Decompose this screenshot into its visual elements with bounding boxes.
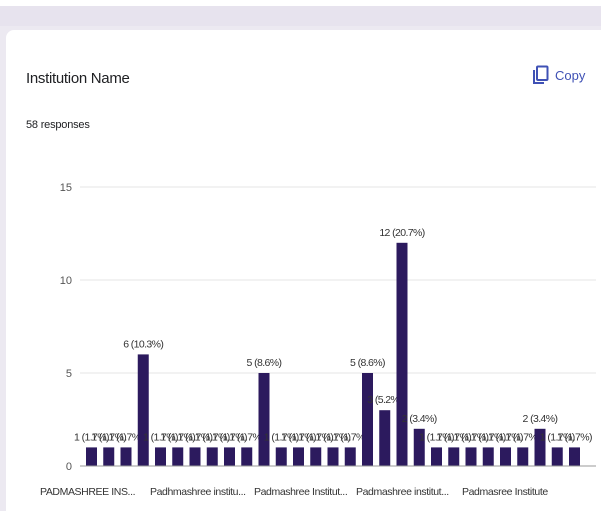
data-label: 1 (1.7%) — [264, 431, 299, 443]
x-category-label: Padmashree Institut... — [254, 486, 347, 498]
copy-label: Copy — [555, 67, 586, 83]
bar[interactable] — [120, 447, 132, 466]
data-label: 1 (1.7%) — [505, 431, 540, 443]
bar[interactable] — [362, 373, 373, 466]
data-label: 6 (10.3%) — [123, 338, 163, 350]
bar[interactable] — [551, 447, 563, 466]
data-label: 12 (20.7%) — [379, 227, 424, 239]
data-label: 1 (1.7%) — [454, 431, 489, 443]
data-label: 1 (1.7%) — [471, 431, 506, 443]
bar[interactable] — [534, 428, 546, 466]
data-label: 1 (1.7%) — [540, 431, 575, 443]
bar[interactable] — [569, 447, 580, 466]
data-label: 1 (1.7%) — [557, 431, 592, 443]
bar[interactable] — [379, 410, 391, 466]
bar[interactable] — [241, 447, 253, 466]
data-label: 1 (1.7%) — [109, 431, 144, 443]
data-label: 1 (1.7%) — [436, 431, 471, 443]
copy-button[interactable]: Copy — [532, 62, 585, 88]
bar[interactable] — [396, 242, 408, 466]
data-label: 1 (1.7%) — [178, 431, 213, 443]
data-label: 1 (1.7%) — [212, 431, 247, 443]
data-label: 3 (5.2%) — [367, 394, 402, 406]
data-label: 1 (1.7%) — [281, 431, 316, 443]
bar[interactable] — [172, 447, 184, 466]
x-category-label: PADMASHREE INS... — [40, 486, 135, 498]
data-label: 5 (8.6%) — [247, 357, 282, 369]
bar[interactable] — [86, 447, 97, 466]
data-label: 1 (1.7%) — [143, 431, 178, 443]
data-label: 1 (1.7%) — [333, 431, 368, 443]
bar[interactable] — [224, 447, 235, 466]
bar[interactable] — [500, 447, 511, 466]
data-label: 1 (1.7%) — [74, 431, 109, 443]
data-label: 1 (1.7%) — [160, 431, 195, 443]
bar[interactable] — [517, 447, 529, 466]
data-label: 1 (1.7%) — [488, 431, 523, 443]
question-title: Institution Name — [26, 70, 130, 87]
data-label: 2 (3.4%) — [402, 413, 437, 425]
bar[interactable] — [103, 447, 115, 466]
bar[interactable] — [431, 447, 442, 466]
bar[interactable] — [482, 447, 494, 466]
y-tick-label: 5 — [66, 368, 72, 380]
copy-icon — [533, 65, 549, 84]
bar[interactable] — [137, 354, 149, 466]
bar[interactable] — [413, 428, 425, 466]
data-label: 1 (1.7%) — [419, 431, 454, 443]
bar[interactable] — [327, 447, 339, 466]
response-count: 58 responses — [26, 119, 90, 131]
data-label: 1 (1.7%) — [316, 431, 351, 443]
bar[interactable] — [258, 373, 270, 466]
question-card — [6, 30, 601, 511]
bar[interactable] — [293, 447, 304, 466]
bar[interactable] — [275, 447, 287, 466]
bar[interactable] — [155, 447, 166, 466]
bar[interactable] — [310, 447, 322, 466]
y-tick-label: 15 — [60, 182, 72, 194]
y-tick-label: 0 — [66, 461, 72, 473]
data-label: 1 (1.7%) — [195, 431, 230, 443]
y-tick-label: 10 — [60, 275, 72, 287]
x-category-label: Padmasree Institute — [462, 486, 548, 498]
bar[interactable] — [206, 447, 218, 466]
data-label: 1 (1.7%) — [229, 431, 264, 443]
x-category-label: Padhmashree institu... — [150, 486, 246, 498]
header-bar — [0, 6, 601, 26]
data-label: 1 (1.7%) — [298, 431, 333, 443]
top-strip — [0, 0, 601, 6]
data-label: 5 (8.6%) — [350, 357, 385, 369]
bar[interactable] — [344, 447, 356, 466]
bar[interactable] — [448, 447, 460, 466]
data-label: 1 (1.7%) — [91, 431, 126, 443]
data-label: 2 (3.4%) — [523, 413, 558, 425]
bar[interactable] — [465, 447, 477, 466]
bar[interactable] — [189, 447, 201, 466]
x-category-label: Padmashree institut... — [356, 486, 449, 498]
